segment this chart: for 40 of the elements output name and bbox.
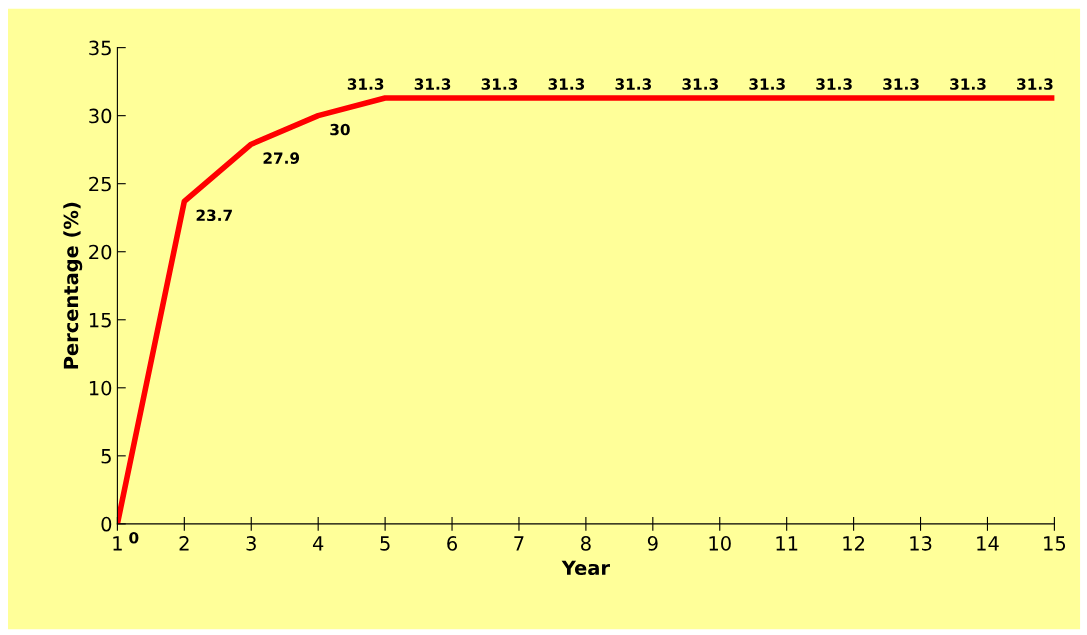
x-tick-label: 6 — [447, 536, 457, 551]
data-label: 31.3 — [816, 78, 852, 90]
y-tick-label: 0 — [101, 516, 112, 532]
x-axis-title: Year — [561, 560, 610, 576]
x-tick-label: 3 — [246, 536, 256, 551]
data-label: 30 — [330, 123, 350, 136]
y-tick-label: 10 — [89, 380, 112, 396]
data-label: 27.9 — [263, 152, 300, 164]
x-tick-label: 12 — [843, 536, 865, 551]
data-label: 31.3 — [615, 78, 652, 90]
data-label: 31.3 — [414, 78, 451, 90]
x-tick-label: 13 — [910, 536, 932, 551]
data-label: 0 — [129, 531, 139, 544]
data-label: 23.7 — [196, 209, 232, 222]
x-tick-label: 8 — [581, 536, 591, 551]
x-tick-label: 1 — [113, 536, 122, 551]
x-tick-label: 10 — [709, 536, 731, 551]
y-tick-label: 30 — [89, 108, 112, 124]
data-label: 31.3 — [481, 78, 518, 90]
data-label: 31.3 — [1017, 78, 1053, 90]
data-label: 31.3 — [548, 78, 585, 90]
y-axis-title: Percentage (%) — [63, 202, 83, 369]
x-tick-label: 7 — [514, 536, 524, 551]
data-label: 31.3 — [749, 78, 785, 90]
x-tick-label: 14 — [977, 536, 999, 551]
data-label: 31.3 — [883, 78, 919, 90]
x-tick-label: 5 — [380, 536, 390, 551]
y-tick-label: 5 — [101, 449, 111, 464]
y-tick-label: 15 — [89, 312, 111, 328]
x-tick-label: 15 — [1044, 536, 1066, 551]
x-tick-label: 2 — [179, 536, 189, 551]
y-tick-label: 20 — [89, 244, 112, 260]
y-tick-label: 35 — [89, 40, 111, 56]
data-label: 31.3 — [682, 78, 718, 90]
x-tick-label: 11 — [776, 536, 798, 551]
x-tick-label: 4 — [312, 536, 324, 551]
x-tick-label: 9 — [647, 536, 658, 551]
y-tick-label: 25 — [89, 176, 111, 192]
data-label: 31.3 — [347, 78, 384, 90]
data-label: 31.3 — [950, 78, 986, 90]
